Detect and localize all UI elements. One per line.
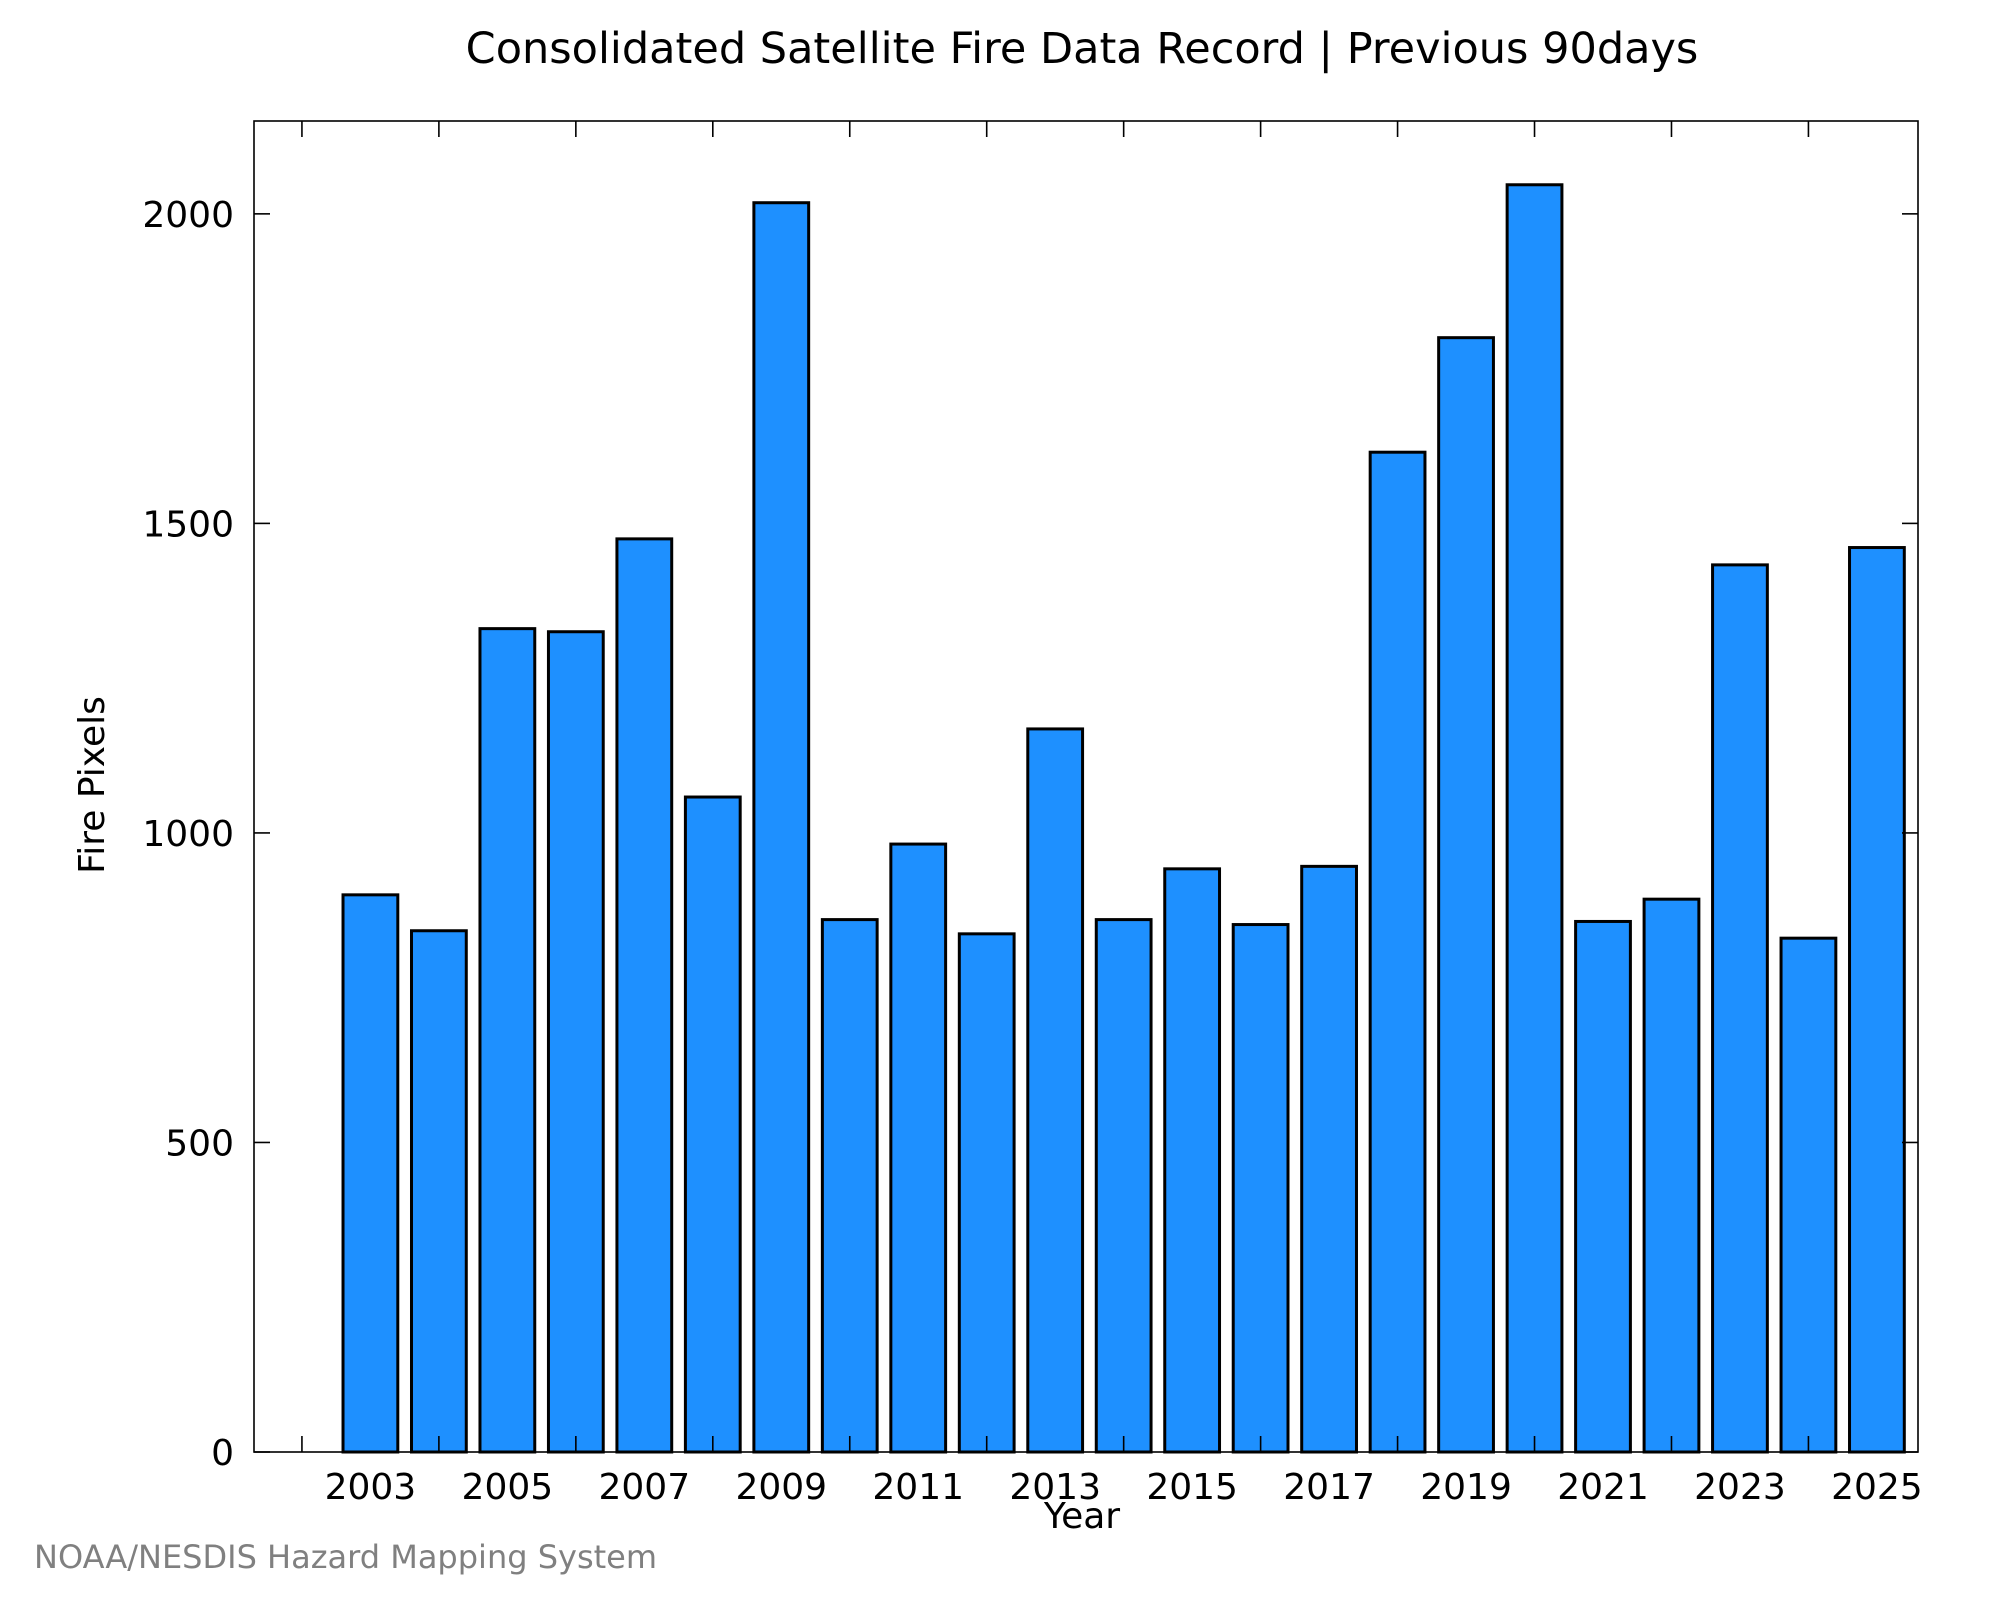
bar-2005 xyxy=(478,627,537,1454)
x-axis: 2003 2005 2007 2009 2011 2013 2015 2017 2019 2021… xyxy=(301,121,1923,1508)
bar-2015 xyxy=(1163,867,1222,1454)
x-tick-label-2019: 2019 xyxy=(1420,1467,1512,1508)
x-tick-label-2021: 2021 xyxy=(1557,1467,1649,1508)
bars-group xyxy=(341,183,1906,1454)
bar-2006 xyxy=(546,630,605,1454)
x-tick-label-2007: 2007 xyxy=(599,1467,691,1508)
bar-2010 xyxy=(820,918,879,1454)
y-tick-label-1000: 1000 xyxy=(142,814,234,855)
bar-2016 xyxy=(1231,923,1290,1454)
x-tick-label-2017: 2017 xyxy=(1283,1467,1375,1508)
x-tick-label-2011: 2011 xyxy=(872,1467,964,1508)
x-tick-label-2013: 2013 xyxy=(1009,1467,1101,1508)
y-tick-label-500: 500 xyxy=(165,1123,234,1164)
bar-2022 xyxy=(1642,897,1701,1454)
x-tick-label-2023: 2023 xyxy=(1694,1467,1786,1508)
bar-2012 xyxy=(957,932,1016,1454)
x-tick-label-2005: 2005 xyxy=(462,1467,554,1508)
bar-2007 xyxy=(615,537,674,1454)
x-tick-label-2003: 2003 xyxy=(325,1467,417,1508)
bar-2020 xyxy=(1505,183,1564,1454)
credit-text: NOAA/NESDIS Hazard Mapping System xyxy=(34,1538,657,1576)
x-axis-label: Year xyxy=(1043,1496,1120,1537)
y-axis: 0 500 1000 1500 2000 xyxy=(142,195,1918,1474)
x-tick-label-2009: 2009 xyxy=(735,1467,827,1508)
bar-2021 xyxy=(1574,919,1632,1454)
bar-2011 xyxy=(889,842,948,1454)
bar-2013 xyxy=(1026,727,1085,1454)
y-tick-label-2000: 2000 xyxy=(142,195,234,236)
y-tick-label-0: 0 xyxy=(211,1433,234,1474)
bar-2017 xyxy=(1300,864,1358,1454)
plot-area-frame xyxy=(253,120,1919,1453)
bar-2004 xyxy=(409,929,468,1454)
y-tick-label-1500: 1500 xyxy=(142,504,234,545)
bar-2014 xyxy=(1094,918,1153,1454)
bar-2023 xyxy=(1711,563,1769,1454)
x-tick-label-2015: 2015 xyxy=(1146,1467,1238,1508)
bar-2019 xyxy=(1437,336,1495,1454)
x-tick-label-2025: 2025 xyxy=(1831,1467,1923,1508)
bar-2025 xyxy=(1848,546,1906,1454)
chart-title: Consolidated Satellite Fire Data Record … xyxy=(466,24,1699,74)
bar-2003 xyxy=(341,893,400,1454)
bar-2008 xyxy=(683,795,742,1454)
bar-2024 xyxy=(1779,936,1838,1454)
bar-2009 xyxy=(752,201,811,1454)
y-axis-label: Fire Pixels xyxy=(72,696,113,874)
bar-2018 xyxy=(1368,450,1427,1454)
